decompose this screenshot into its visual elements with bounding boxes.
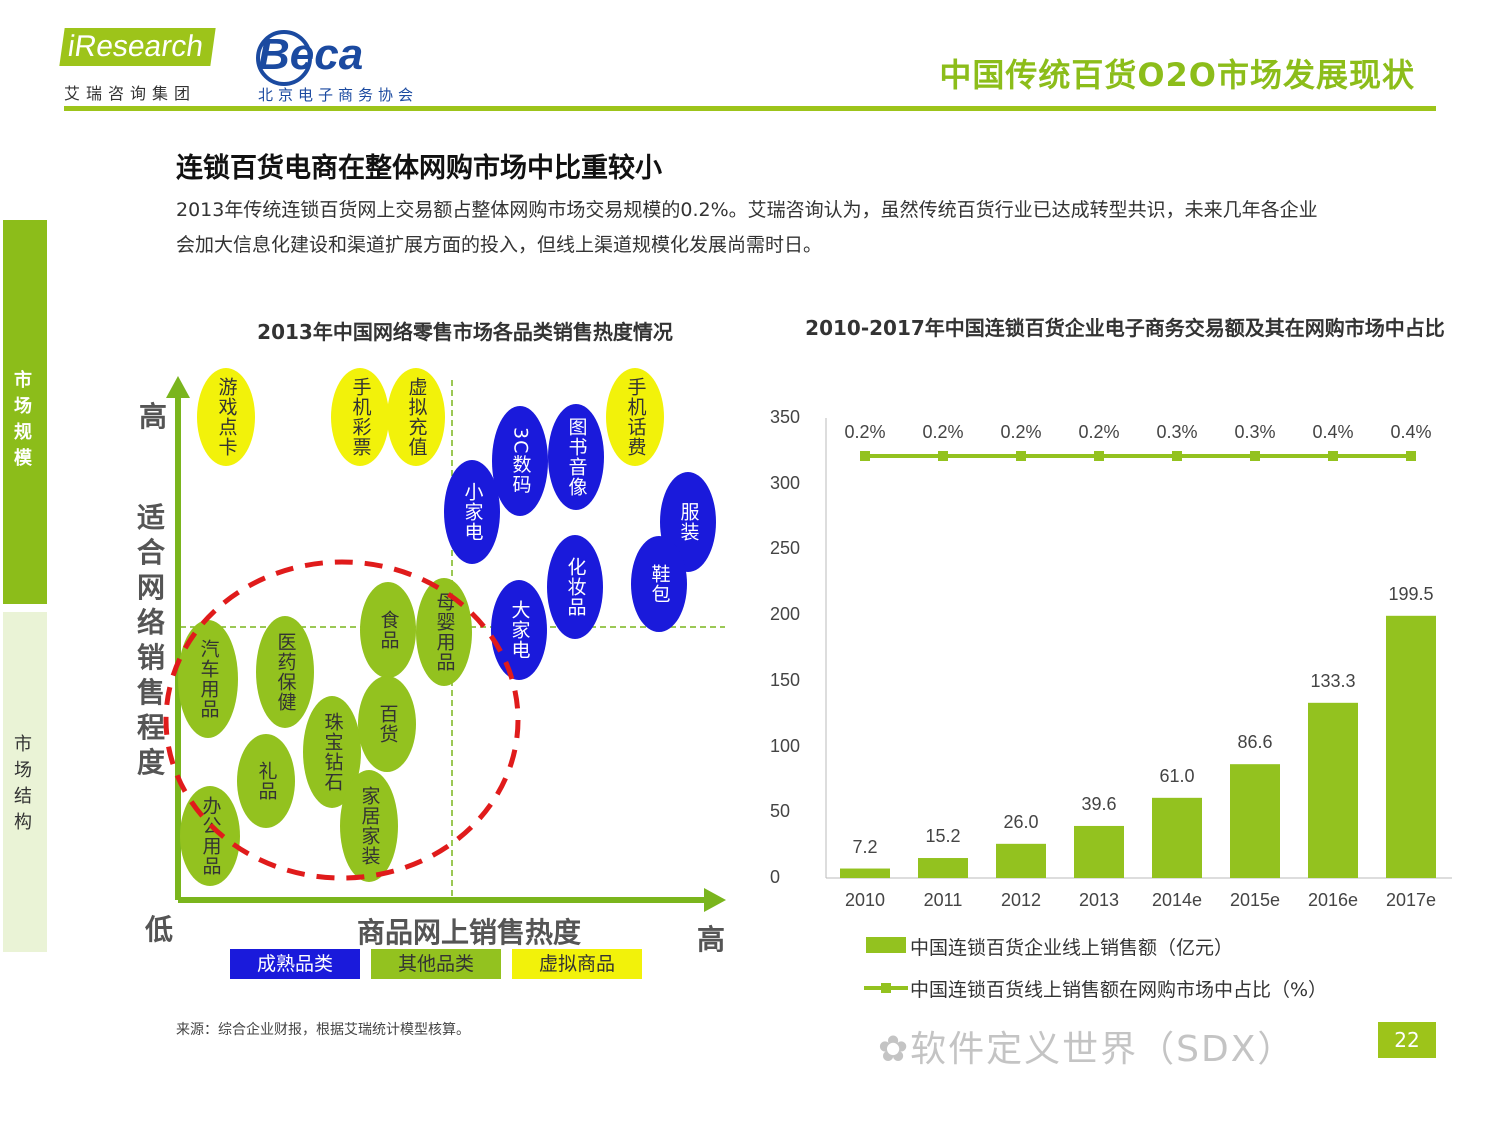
x-axis-low-label: 低 — [145, 913, 174, 946]
share-value-label: 0.2% — [1000, 422, 1042, 442]
y-tick-label: 350 — [770, 407, 801, 427]
y-tick-label: 50 — [770, 801, 791, 822]
bar-value-label: 7.2 — [852, 836, 878, 857]
bar-2017e — [1386, 615, 1436, 878]
header-divider — [64, 106, 1436, 111]
x-tick-label: 2011 — [923, 890, 963, 910]
y-axis-label: 适合网络销售程度 — [137, 501, 166, 779]
bar-2013 — [1074, 825, 1124, 878]
line-legend-share: 中国连锁百货线上销售额在网购市场中占比（%） — [910, 979, 1328, 1001]
share-value-label: 0.3% — [1234, 422, 1276, 442]
bar-legend-swatch — [866, 937, 906, 953]
bubble-mobile-lottery: 手机彩票 — [331, 368, 389, 466]
sidebar-tab-market-size-label: 市场规模 — [14, 370, 32, 469]
bar-2011 — [918, 858, 968, 878]
bubble-shoes-bags: 鞋包 — [631, 536, 687, 632]
bubble-small-appliances: 小家电 — [444, 460, 500, 564]
y-tick-label: 300 — [770, 472, 801, 493]
sidebar-tab-market-structure-label: 市场结构 — [14, 734, 32, 833]
bubble-chart-title: 2013年中国网络零售市场各品类销售热度情况 — [257, 320, 673, 344]
bubble-virtual-topup: 虚拟充值 — [387, 368, 445, 466]
iresearch-logo-subtitle: 艾瑞咨询集团 — [64, 84, 197, 103]
bubble-cosmetics: 化妆品 — [547, 535, 603, 639]
share-value-label: 0.2% — [1078, 422, 1120, 442]
x-axis-arrow — [704, 888, 726, 912]
bar-legend-sales: 中国连锁百货企业线上销售额（亿元） — [910, 937, 1234, 959]
bar-2016e — [1308, 702, 1358, 878]
page-number: 22 — [1378, 1022, 1436, 1058]
share-point-2011 — [938, 451, 948, 461]
share-point-2013 — [1094, 451, 1104, 461]
beca-logo-mark — [256, 30, 312, 86]
legend-other: 其他品类 — [371, 949, 501, 979]
share-value-label: 0.4% — [1390, 422, 1432, 442]
y-tick-label: 100 — [770, 735, 801, 756]
bubble-game-cards: 游戏点卡 — [197, 368, 255, 466]
x-axis-high-label: 高 — [697, 923, 726, 956]
bubble-3c-digital: 3C数码 — [492, 406, 548, 516]
sidebar-tab-market-structure[interactable] — [3, 612, 47, 952]
x-tick-label: 2017e — [1385, 890, 1437, 910]
x-tick-label: 2016e — [1307, 890, 1359, 910]
bar-value-label: 133.3 — [1310, 670, 1356, 691]
share-value-label: 0.4% — [1312, 422, 1354, 442]
bar-2010 — [840, 868, 890, 878]
y-tick-label: 200 — [770, 604, 801, 625]
y-tick-label: 150 — [770, 669, 801, 690]
x-axis-label: 商品网上销售热度 — [357, 916, 582, 949]
share-point-2014e — [1172, 451, 1182, 461]
line-legend-swatch — [864, 983, 908, 993]
bar-2014e — [1152, 797, 1202, 878]
bar-2015e — [1230, 764, 1280, 878]
beca-logo-subtitle: 北京电子商务协会 — [258, 86, 419, 104]
bubble-phone-bill: 手机话费 — [606, 368, 664, 466]
bars-layer — [840, 615, 1436, 878]
y-axis-arrow — [166, 376, 190, 398]
bar-chart-title: 2010-2017年中国连锁百货企业电子商务交易额及其在网购市场中占比 — [805, 316, 1445, 340]
wechat-icon: ✿ — [878, 1029, 911, 1070]
intro-paragraph: 2013年传统连锁百货网上交易额占整体网购市场交易规模的0.2%。艾瑞咨询认为，… — [176, 199, 1318, 256]
y-axis-high-label: 高 — [139, 400, 168, 433]
bar-value-label: 15.2 — [925, 826, 961, 847]
share-value-label: 0.2% — [922, 422, 964, 442]
legend-virtual: 虚拟商品 — [512, 949, 642, 979]
y-tick-label: 0 — [770, 867, 781, 887]
bar-value-label: 26.0 — [1003, 811, 1039, 832]
watermark-text: 软件定义世界（SDX） — [910, 1029, 1296, 1070]
source-note: 来源：综合企业财报，根据艾瑞统计模型核算。 — [176, 1022, 470, 1038]
x-tick-label: 2015e — [1229, 890, 1281, 910]
bar-2012 — [996, 843, 1046, 878]
x-tick-label: 2010 — [844, 890, 886, 910]
x-tick-label: 2012 — [1000, 890, 1042, 910]
share-line-layer — [860, 451, 1416, 461]
bar-value-label: 39.6 — [1081, 793, 1117, 814]
y-tick-label: 250 — [770, 538, 801, 559]
beca-logo: Beca — [258, 30, 364, 79]
page-title: 中国传统百货O2O市场发展现状 — [939, 56, 1415, 94]
bar-value-label: 199.5 — [1388, 583, 1434, 604]
bar-value-label: 61.0 — [1159, 765, 1195, 786]
share-value-label: 0.3% — [1156, 422, 1198, 442]
share-point-2016e — [1328, 451, 1338, 461]
watermark: ✿软件定义世界（SDX） — [878, 1020, 1295, 1072]
bar-value-label: 86.6 — [1237, 732, 1273, 753]
share-point-2010 — [860, 451, 870, 461]
bubble-books-media: 图书音像 — [548, 404, 604, 510]
share-point-2015e — [1250, 451, 1260, 461]
x-tick-label: 2013 — [1078, 890, 1120, 910]
share-value-label: 0.2% — [844, 422, 886, 442]
sidebar-tab-market-size[interactable] — [3, 220, 47, 604]
share-point-2017e — [1406, 451, 1416, 461]
x-tick-label: 2014e — [1151, 890, 1203, 910]
share-point-2012 — [1016, 451, 1026, 461]
legend-mature: 成熟品类 — [230, 949, 360, 979]
section-heading: 连锁百货电商在整体网购市场中比重较小 — [176, 153, 662, 184]
